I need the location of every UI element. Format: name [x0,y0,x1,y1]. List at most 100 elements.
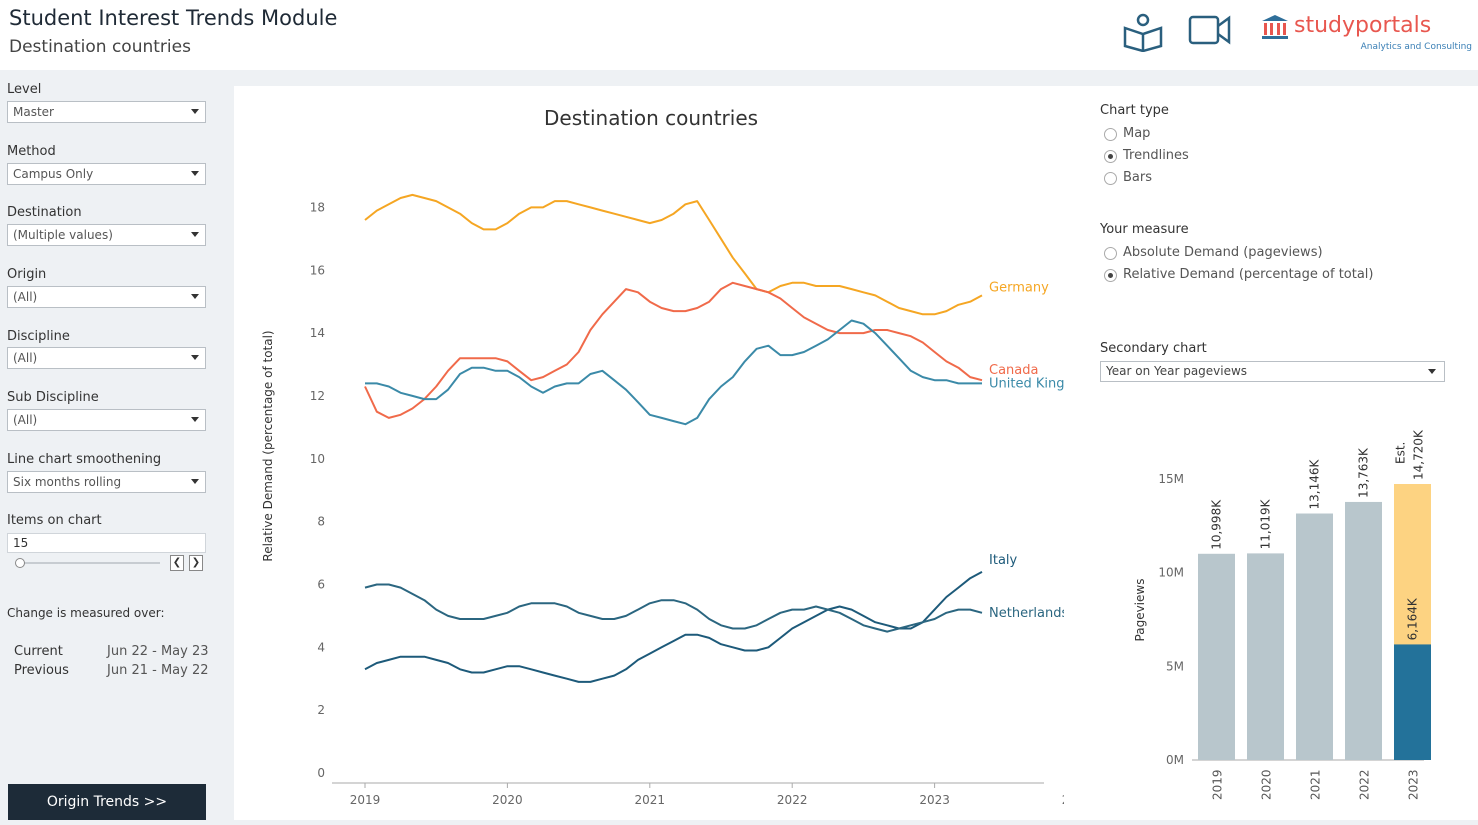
chevron-right-icon[interactable]: ❯ [189,555,203,571]
items-on-chart-label: Items on chart [7,513,102,528]
filter-select-method[interactable]: Campus Only [7,163,206,185]
y-tick-label: 10M [1158,566,1184,580]
items-slider-handle[interactable] [15,558,25,568]
x-tick-label: 2020 [492,793,523,807]
caret-down-icon [191,294,199,299]
series-line-netherlands [364,583,983,633]
filter-label-discipline: Discipline [7,329,70,344]
radio-button-selected[interactable] [1104,150,1117,163]
current-period-value: Jun 22 - May 23 [107,644,209,659]
filter-select-smoothening[interactable]: Six months rolling [7,471,206,493]
series-label: Canada [989,363,1038,378]
change-measured-note: Change is measured over: [7,606,165,620]
brand-tagline: Analytics and Consulting [1360,42,1472,52]
line-chart: 0 2 4 6 8 10 12 14 16 18 2019 2020 2021 2022 2023 2024 R… [261,193,1064,807]
chart-type-label: Chart type [1100,103,1169,118]
study-reader-icon[interactable] [1122,12,1164,52]
brand-name: studyportals [1294,13,1432,38]
radio-button[interactable] [1104,128,1117,141]
main-panel: Destination countries 0 2 4 6 8 10 12 14 16 18 201… [234,86,1478,820]
filter-label-level: Level [7,82,42,97]
caret-down-icon [191,232,199,237]
radio-button[interactable] [1104,247,1117,260]
filter-value-method: Campus Only [13,167,94,181]
series-line-germany [364,193,983,316]
line-chart-title: Destination countries [544,106,759,130]
caret-down-icon [191,355,199,360]
y-tick-label: 6 [317,577,325,591]
series-label: United Kingdom [989,376,1064,391]
bar-chart: Pageviews 0M 5M 10M 15M 10,998K 2019 11,019K 202… [1133,429,1431,800]
items-on-chart-input[interactable]: 15 [7,533,206,553]
app-subtitle: Destination countries [9,37,191,57]
y-tick-label: 0 [317,766,325,780]
series-line-canada [364,281,983,419]
radio-label: Bars [1123,170,1153,185]
bar [1345,501,1382,760]
filter-value-origin: (All) [13,290,38,304]
filter-select-origin[interactable]: (All) [7,286,206,308]
radio-label: Trendlines [1123,148,1189,163]
radio-button-selected[interactable] [1104,269,1117,282]
secondary-chart-label: Secondary chart [1100,341,1207,356]
bar-value-label: 13,146K [1308,459,1322,510]
y-axis-title: Pageviews [1133,579,1147,642]
filter-select-level[interactable]: Master [7,101,206,123]
caret-down-icon [191,171,199,176]
x-tick-label: 2020 [1260,769,1274,800]
radio-button[interactable] [1104,172,1117,185]
y-axis-title: Relative Demand (percentage of total) [261,330,275,561]
chevron-left-icon[interactable]: ❮ [170,555,184,571]
bar-value-label: 14,720K [1412,429,1426,480]
header: Student Interest Trends Module Destinati… [0,0,1478,70]
caret-down-icon [191,109,199,114]
x-tick-label: 2023 [919,793,950,807]
x-tick-label: 2022 [777,793,808,807]
y-tick-label: 14 [310,326,325,340]
secondary-chart-value: Year on Year pageviews [1106,364,1248,378]
y-tick-label: 2 [317,703,325,717]
filter-select-discipline[interactable]: (All) [7,347,206,369]
filter-label-sub-discipline: Sub Discipline [7,390,99,405]
previous-period-label: Previous [14,663,69,678]
filter-label-smoothening: Line chart smoothening [7,452,162,467]
measure-label: Your measure [1100,222,1189,237]
filter-select-sub-discipline[interactable]: (All) [7,409,206,431]
bar-value-label: 13,763K [1357,447,1371,498]
bar-value-label: 10,998K [1210,499,1224,550]
x-tick-label: 2019 [1211,769,1225,800]
filter-value-level: Master [13,105,54,119]
bar-current [1394,644,1431,760]
video-camera-icon[interactable] [1188,12,1232,46]
x-tick-label: 2021 [1309,769,1323,800]
radio-label: Map [1123,126,1151,141]
caret-down-icon [191,417,199,422]
items-slider-track[interactable] [18,562,160,564]
series-line-italy [364,571,983,683]
portal-building-icon [1262,15,1288,39]
current-period-label: Current [14,644,63,659]
filter-label-origin: Origin [7,267,47,282]
y-tick-label: 10 [310,452,325,466]
y-tick-label: 4 [317,640,325,654]
radio-label: Absolute Demand (pageviews) [1123,245,1323,260]
x-tick-label: 2024 [1062,793,1064,807]
series-label: Netherlands [989,606,1064,621]
radio-label: Relative Demand (percentage of total) [1123,267,1374,282]
estimate-label: Est. [1394,442,1408,464]
filter-value-discipline: (All) [13,351,38,365]
secondary-chart-select[interactable]: Year on Year pageviews [1100,361,1445,382]
caret-down-icon [1428,369,1436,374]
previous-period-value: Jun 21 - May 22 [107,663,209,678]
x-tick-label: 2022 [1358,769,1372,800]
studyportals-logo: studyportals Analytics and Consulting [1258,12,1476,58]
origin-trends-button[interactable]: Origin Trends >> [8,784,206,820]
bar [1247,553,1284,760]
filter-value-sub-discipline: (All) [13,413,38,427]
bar-value-label: 6,164K [1406,597,1420,640]
filter-select-destination[interactable]: (Multiple values) [7,224,206,246]
x-tick-label: 2019 [350,793,381,807]
y-tick-label: 16 [310,263,325,277]
bar [1296,513,1333,760]
x-tick-label: 2023 [1407,769,1421,800]
